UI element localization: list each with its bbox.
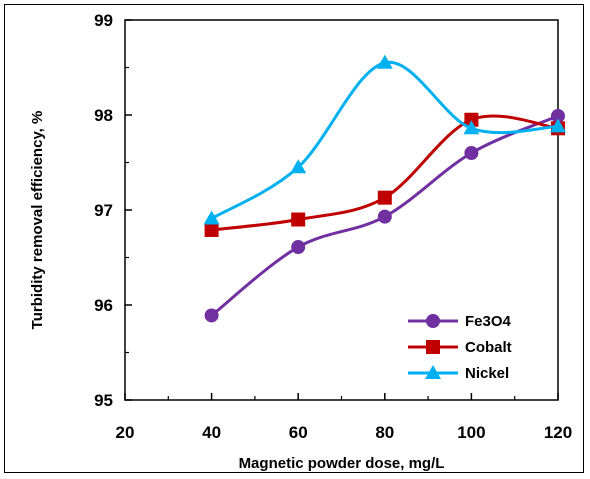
x-tick-label: 20 <box>116 423 135 442</box>
data-point-fe3o4 <box>204 308 219 323</box>
y-tick-label: 98 <box>94 106 113 125</box>
legend-item-fe3o4: Fe3O4 <box>408 313 512 330</box>
legend-marker-cobalt <box>426 340 440 354</box>
x-tick-label: 100 <box>457 423 485 442</box>
data-point-cobalt <box>464 112 479 127</box>
legend-marker-fe3o4 <box>426 314 440 328</box>
series-cobalt <box>204 112 565 237</box>
legend-marker-nickel <box>425 365 441 379</box>
data-point-fe3o4 <box>464 146 479 160</box>
series-fe3o4 <box>204 108 565 323</box>
series-nickel <box>203 54 566 225</box>
data-point-fe3o4 <box>377 209 392 224</box>
y-axis-title: Turbidity removal efficiency, % <box>29 111 46 330</box>
data-point-nickel <box>203 210 220 225</box>
x-tick-label: 60 <box>289 423 308 442</box>
data-point-nickel <box>376 54 393 69</box>
y-tick-label: 95 <box>94 391 113 410</box>
chart-frame <box>4 4 584 473</box>
y-axis: 95 96 97 98 99 <box>94 11 132 410</box>
data-point-fe3o4 <box>291 240 306 255</box>
x-axis: 20 40 60 80 100 120 <box>116 393 572 442</box>
data-point-cobalt <box>204 222 219 237</box>
data-point-nickel <box>550 118 566 133</box>
legend-item-nickel: Nickel <box>408 365 509 382</box>
y-tick-label: 97 <box>94 201 113 220</box>
x-tick-label: 80 <box>375 423 394 442</box>
legend-label-fe3o4: Fe3O4 <box>465 313 512 330</box>
series-layer <box>203 54 566 323</box>
data-point-cobalt <box>291 212 306 227</box>
x-tick-label: 120 <box>544 423 572 442</box>
legend: Fe3O4 Cobalt Nickel <box>408 313 512 382</box>
legend-label-nickel: Nickel <box>465 365 509 382</box>
data-point-nickel <box>290 159 307 174</box>
x-tick-label: 40 <box>202 423 221 442</box>
legend-item-cobalt: Cobalt <box>408 339 512 356</box>
legend-label-cobalt: Cobalt <box>465 339 512 356</box>
data-point-nickel <box>463 120 480 135</box>
y-tick-label: 96 <box>94 296 113 315</box>
data-point-fe3o4 <box>551 108 565 123</box>
x-axis-title: Magnetic powder dose, mg/L <box>239 455 445 472</box>
y-tick-label: 99 <box>94 11 113 30</box>
data-point-cobalt <box>377 190 392 205</box>
